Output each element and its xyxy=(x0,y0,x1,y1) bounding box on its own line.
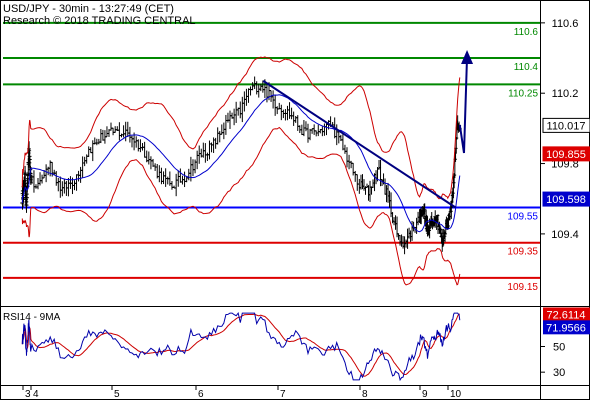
chart-title: USD/JPY - 30min - 13:27:49 (CET) xyxy=(3,3,174,15)
y-tick-label: 109.8 xyxy=(551,159,579,171)
x-tick-label: 3 xyxy=(25,389,31,400)
x-tick-label: 7 xyxy=(280,389,286,400)
y-tick-label: 110.2 xyxy=(552,88,579,100)
rsi-moving-average-line xyxy=(21,313,460,377)
level-label-109.55: 109.55 xyxy=(507,212,538,223)
x-tick-label: 6 xyxy=(198,389,204,400)
level-label-109.35: 109.35 xyxy=(507,247,538,258)
chart-subtitle: Research © 2018 TRADING CENTRAL xyxy=(3,15,196,27)
level-label-110.6: 110.6 xyxy=(514,27,539,38)
forecast-arrow-head xyxy=(461,50,474,65)
y-tick-label: 110.6 xyxy=(552,18,579,30)
rsi-tag-label: 72.6114 xyxy=(547,309,586,321)
bollinger-lower-band xyxy=(21,126,461,286)
level-label-110.25: 110.25 xyxy=(508,88,538,99)
x-tick-label: 5 xyxy=(114,389,120,400)
price-bars xyxy=(20,76,462,255)
y-tick-label: 109.4 xyxy=(551,229,579,241)
price-tag-label: 110.017 xyxy=(547,120,586,132)
rsi-tag-label: 71.9566 xyxy=(546,322,586,334)
x-tick-label: 10 xyxy=(450,389,462,400)
x-tick-label: 8 xyxy=(362,389,368,400)
rsi-y-tick-label: 30 xyxy=(553,367,565,379)
x-tick-label: 4 xyxy=(33,389,39,400)
downtrend-line xyxy=(262,80,457,209)
moving-average-line xyxy=(21,94,461,233)
level-label-109.15: 109.15 xyxy=(507,282,538,293)
rsi-tag-box xyxy=(543,307,590,322)
rsi-tag-box xyxy=(543,320,590,335)
price-tag-box xyxy=(542,191,590,207)
forecast-path xyxy=(458,57,468,154)
price-tag-box xyxy=(542,146,590,162)
rsi-y-tick-label: 50 xyxy=(553,342,565,354)
bollinger-upper-band xyxy=(21,56,461,200)
level-label-110.4: 110.4 xyxy=(514,62,539,73)
rsi-line xyxy=(21,311,461,382)
price-tag-box xyxy=(542,117,590,133)
price-tag-label: 109.855 xyxy=(546,149,586,161)
rsi-panel-title: RSI14 - 9MA xyxy=(3,312,61,323)
price-tag-label: 109.598 xyxy=(546,194,586,206)
x-tick-label: 9 xyxy=(422,389,428,400)
